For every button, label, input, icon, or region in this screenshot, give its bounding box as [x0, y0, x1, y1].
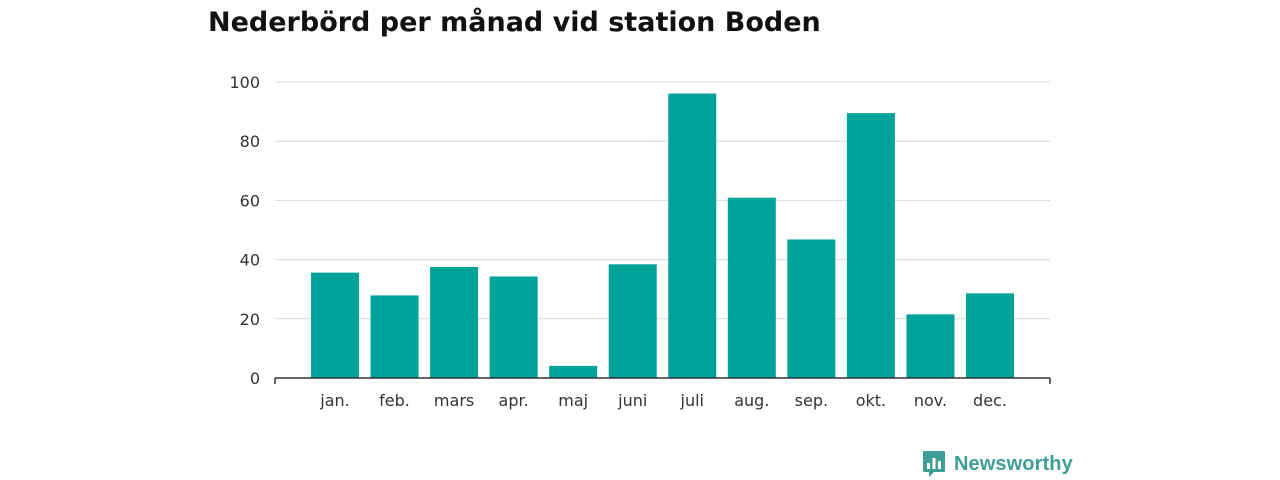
x-tick-label: dec.	[973, 391, 1007, 410]
bar-4	[489, 276, 538, 378]
y-tick-label: 20	[240, 310, 260, 329]
bar-7	[668, 93, 717, 378]
y-tick-label: 0	[250, 369, 260, 388]
x-tick-label: sep.	[795, 391, 828, 410]
bar-10	[846, 113, 895, 378]
bar-9	[787, 239, 836, 378]
bars	[311, 93, 1014, 378]
y-tick-label: 80	[240, 132, 260, 151]
y-axis-tick-labels: 0 20 40 60 80 100	[229, 73, 260, 388]
brand-name: Newsworthy	[954, 452, 1073, 475]
bar-6	[608, 264, 657, 378]
x-axis	[274, 377, 1051, 384]
bar-5	[549, 365, 598, 378]
y-tick-label: 60	[240, 191, 260, 210]
x-tick-label: juli	[680, 391, 704, 410]
gridlines	[275, 81, 1050, 320]
x-tick-label: juni	[617, 391, 647, 410]
bar-chart-speech-bubble-icon	[923, 451, 945, 477]
x-tick-label: okt.	[856, 391, 886, 410]
bar-2	[370, 295, 419, 378]
bar-11	[906, 314, 955, 378]
x-tick-label: jan.	[319, 391, 349, 410]
x-tick-label: apr.	[499, 391, 529, 410]
brand-logo: Newsworthy	[922, 450, 1073, 478]
x-tick-label: maj	[558, 391, 588, 410]
x-tick-label: aug.	[734, 391, 769, 410]
y-tick-label: 40	[240, 251, 260, 270]
bar-1	[311, 272, 359, 378]
x-axis-tick-labels: jan. feb. mars apr. maj juni juli aug. sep. okt. n…	[319, 391, 1007, 410]
y-tick-label: 100	[229, 73, 260, 92]
bar-8	[727, 197, 776, 378]
bar-12	[966, 293, 1014, 378]
bar-3	[430, 267, 479, 378]
x-tick-label: mars	[434, 391, 474, 410]
x-tick-label: nov.	[914, 391, 947, 410]
chart-title: Nederbörd per månad vid station Boden	[208, 7, 821, 38]
x-tick-label: feb.	[379, 391, 410, 410]
